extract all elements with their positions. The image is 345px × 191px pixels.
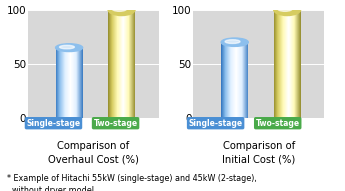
Text: Comparison of
Initial Cost (%): Comparison of Initial Cost (%): [222, 141, 295, 164]
Ellipse shape: [225, 40, 240, 44]
Ellipse shape: [221, 38, 248, 46]
Text: Comparison of
Overhaul Cost (%): Comparison of Overhaul Cost (%): [48, 141, 139, 164]
Text: Single-stage: Single-stage: [189, 119, 243, 128]
Text: * Example of Hitachi 55kW (single-stage) and 45kW (2-stage),
  without dryer mod: * Example of Hitachi 55kW (single-stage)…: [7, 174, 257, 191]
Text: Single-stage: Single-stage: [27, 119, 80, 128]
Ellipse shape: [59, 45, 75, 49]
Ellipse shape: [108, 4, 135, 15]
Ellipse shape: [274, 4, 301, 15]
Ellipse shape: [56, 44, 83, 52]
Text: Two-stage: Two-stage: [256, 119, 300, 128]
Ellipse shape: [277, 6, 293, 11]
Text: Two-stage: Two-stage: [93, 119, 138, 128]
Ellipse shape: [112, 6, 127, 11]
